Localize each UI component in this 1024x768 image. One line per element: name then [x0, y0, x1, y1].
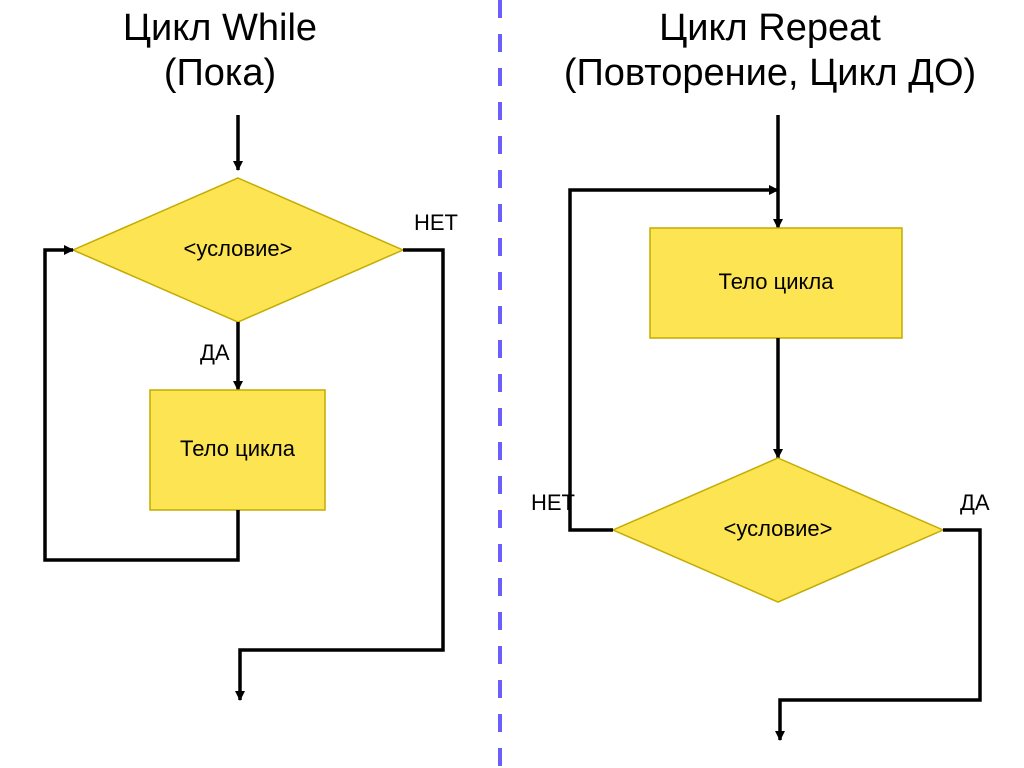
flowchart-canvas: Цикл While (Пока) <условие> ДА НЕТ Тело … — [0, 0, 1024, 768]
yes-label: ДА — [200, 340, 230, 365]
no-label: НЕТ — [414, 210, 458, 235]
loop-body-label: Тело цикла — [180, 436, 296, 461]
while-title-line1: Цикл While — [123, 7, 317, 49]
repeat-title-line2: (Повторение, Цикл ДО) — [564, 52, 976, 94]
loop-body-label: Тело цикла — [719, 269, 835, 294]
while-loop-flowchart: Цикл While (Пока) <условие> ДА НЕТ Тело … — [45, 7, 458, 700]
repeat-title-line1: Цикл Repeat — [659, 7, 881, 49]
yes-label: ДА — [960, 490, 990, 515]
while-title-line2: (Пока) — [164, 52, 276, 94]
condition-label: <условие> — [184, 236, 293, 261]
repeat-loop-flowchart: Цикл Repeat (Повторение, Цикл ДО) Тело ц… — [531, 7, 990, 740]
condition-label: <условие> — [724, 516, 833, 541]
